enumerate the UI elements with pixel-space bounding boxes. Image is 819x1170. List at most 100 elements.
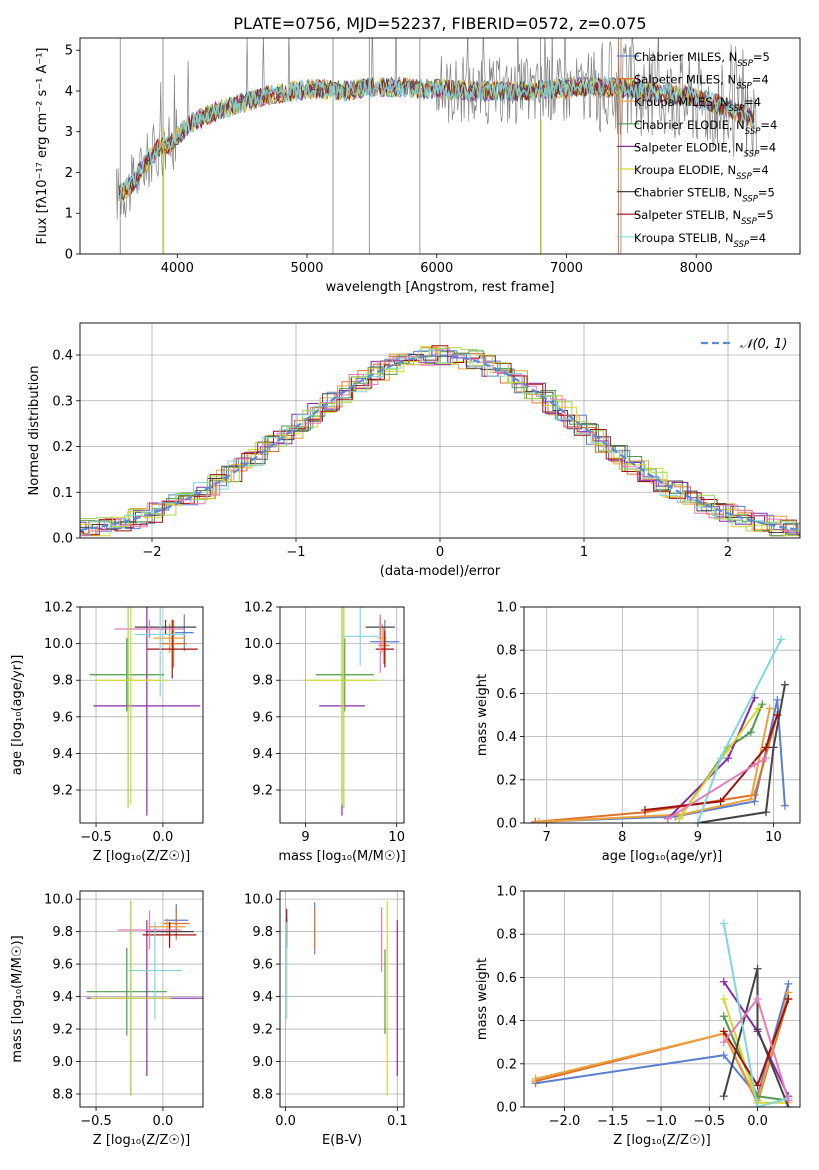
weight-marker	[719, 1051, 728, 1060]
weight-vs-Z-frame	[523, 890, 801, 1108]
mass-vs-EBV-xlabel: E(B-V)	[322, 1133, 362, 1148]
spectrum-plot-area	[115, 38, 757, 254]
weight-marker	[719, 995, 728, 1003]
age-vs-mass-xtick-label: 10	[388, 830, 405, 845]
weight-line	[722, 923, 789, 1107]
weight-marker	[719, 977, 728, 986]
spectrum-xlabel: wavelength [Angstrom, rest frame]	[326, 280, 555, 295]
residuals-ytick-label: 0.1	[52, 486, 73, 501]
mass-vs-EBV-panel: 0.0 0.1 8.8 9.0 9.2 9.4 9.6 9.8 10.0 E(B-V)	[244, 890, 408, 1148]
residuals-ylabel: Normed distribution	[27, 366, 42, 496]
weight-marker	[746, 795, 755, 804]
spectrum-ylabel: Flux [fλ10⁻¹⁷ erg cm⁻² s⁻¹ A⁻¹]	[35, 48, 50, 245]
weight-marker	[750, 760, 759, 769]
mass-vs-EBV-ytick-label: 8.8	[252, 1088, 273, 1103]
weight-vs-Z-xtick-label: −2.0	[549, 1114, 581, 1129]
weight-marker	[753, 1081, 762, 1090]
age-vs-Z-ytick-label: 9.8	[52, 674, 73, 689]
weight-vs-Z-xtick-label: −0.5	[693, 1114, 725, 1129]
spectrum-xtick-label: 4000	[161, 261, 194, 276]
weight-marker	[769, 743, 778, 752]
weight-marker	[753, 1025, 762, 1034]
residuals-xlabel: (data-model)/error	[380, 564, 501, 579]
weight-marker	[640, 806, 649, 815]
weight-vs-Z-ytick-label: 0.6	[496, 971, 517, 986]
legend-entry: Kroupa STELIB, NSSP=4	[634, 231, 766, 250]
weight-vs-age-ytick-label: 0.2	[496, 773, 517, 788]
age-vs-Z-ytick-label: 9.2	[52, 784, 73, 799]
residuals-plot-area	[80, 345, 800, 537]
weight-vs-age-ytick-label: 0.4	[496, 730, 517, 745]
weight-marker	[761, 754, 770, 763]
histogram-kroupa-miles	[80, 353, 800, 536]
weight-marker	[724, 754, 733, 763]
mass-vs-Z-frame	[79, 890, 204, 1108]
weight-marker	[761, 743, 770, 752]
mass-vs-Z-ytick-label: 9.6	[52, 958, 73, 973]
mass-vs-Z-ylabel: mass [log₁₀(M/M☉)]	[10, 935, 25, 1062]
weight-marker	[753, 1103, 762, 1107]
spectrum-ytick-label: 3	[65, 125, 73, 140]
weight-vs-Z-panel: −2.0 −1.5 −1.0 −0.5 0.0 0.0 0.2 0.4 0.6 0.8 1.0 Z […	[475, 885, 801, 1148]
weight-marker	[753, 995, 762, 1003]
age-vs-Z-ylabel: age [log₁₀(age/yr)]	[10, 655, 25, 776]
histogram-extra_pink	[80, 348, 800, 537]
weight-marker	[716, 754, 725, 763]
mass-vs-Z-ytick-label: 10.0	[44, 893, 73, 908]
weight-marker	[784, 979, 793, 988]
weight-marker	[777, 635, 786, 644]
weight-marker	[754, 704, 763, 713]
age-vs-mass-ytick-label: 10.2	[244, 601, 273, 616]
mass-vs-EBV-xtick-label: 0.1	[387, 1114, 408, 1129]
legend-entry: Kroupa ELODIE, NSSP=4	[634, 163, 769, 182]
mass-vs-Z-ytick-label: 8.8	[52, 1088, 73, 1103]
spectrum-ytick-label: 1	[65, 207, 73, 222]
weight-marker	[535, 817, 544, 823]
weight-marker	[780, 801, 789, 810]
normal-curve	[80, 354, 800, 532]
residuals-xtick-label: 2	[724, 545, 732, 560]
weight-marker	[784, 1096, 793, 1105]
weight-vs-Z-xtick-label: −1.5	[597, 1114, 629, 1129]
mass-vs-EBV-ytick-label: 10.0	[244, 893, 273, 908]
mass-vs-EBV-ytick-label: 9.2	[252, 1023, 273, 1038]
weight-marker	[761, 808, 770, 817]
spectrum-frame	[79, 37, 801, 255]
weight-vs-age-ytick-label: 0.8	[496, 644, 517, 659]
spectrum-xtick-label: 7000	[550, 261, 583, 276]
weight-line	[535, 699, 786, 823]
residuals-panel: −2 −1 0 1 2 0.0 0.1 0.2 0.3 0.4 (data-model)/error…	[27, 322, 801, 579]
legend-entry: Chabrier STELIB, NSSP=5	[634, 186, 775, 205]
weight-marker	[753, 964, 762, 973]
age-vs-mass-ytick-label: 9.6	[252, 710, 273, 725]
weight-vs-Z-ytick-label: 1.0	[496, 885, 517, 900]
residuals-xtick-label: 0	[436, 545, 444, 560]
age-vs-mass-xlabel: mass [log₁₀(M/M☉)]	[278, 849, 405, 864]
figure-title: PLATE=0756, MJD=52237, FIBERID=0572, z=0…	[233, 14, 646, 33]
age-vs-mass-ytick-label: 10.0	[244, 637, 273, 652]
mass-vs-Z-xtick-label: −0.5	[80, 1114, 112, 1129]
weight-marker	[765, 704, 774, 713]
weight-marker	[719, 1038, 728, 1047]
age-vs-Z-xtick-label: 0.0	[153, 830, 174, 845]
age-vs-mass-ytick-label: 9.4	[252, 747, 273, 762]
age-vs-Z-xtick-label: −0.5	[80, 830, 112, 845]
weight-vs-Z-ytick-label: 0.2	[496, 1057, 517, 1072]
weight-marker	[773, 695, 782, 704]
weight-line	[722, 998, 790, 1088]
weight-marker	[758, 700, 767, 709]
histogram-salpeter-stelib	[80, 345, 800, 536]
residuals-xtick-label: −1	[286, 545, 305, 560]
spectrum-ytick-label: 2	[65, 166, 73, 181]
spectrum-xtick-label: 5000	[290, 261, 323, 276]
weight-marker	[746, 728, 755, 737]
weight-vs-Z-ytick-label: 0.0	[496, 1101, 517, 1116]
weight-vs-age-frame	[523, 606, 801, 824]
spectrum-xtick-label: 8000	[680, 261, 713, 276]
age-vs-Z-ytick-label: 10.0	[44, 637, 73, 652]
mass-vs-EBV-frame	[279, 890, 405, 1108]
legend-entry: Salpeter ELODIE, NSSP=4	[634, 140, 776, 159]
spectrum-panel: 4000 5000 6000 7000 8000 0 1 2 3 4 5 wavelength [An…	[35, 37, 801, 295]
age-vs-mass-ytick-label: 9.2	[252, 784, 273, 799]
